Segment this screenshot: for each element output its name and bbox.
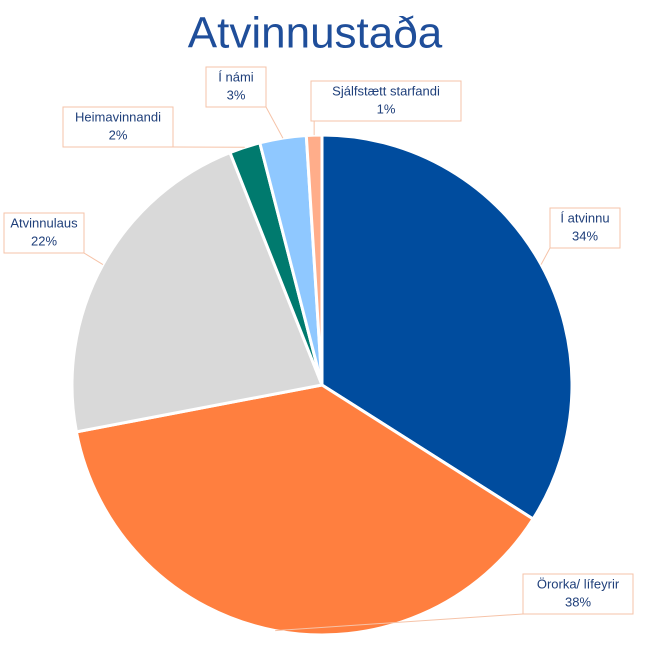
leader-line	[540, 247, 551, 265]
leader-line	[275, 613, 524, 632]
slice-value-label: 3%	[227, 87, 246, 102]
label-box	[3, 212, 85, 254]
slice-label: Heimavinnandi	[75, 109, 161, 124]
label-box	[62, 106, 174, 148]
slice-value-label: 1%	[377, 101, 396, 116]
label-box	[522, 573, 634, 615]
slice-value-label: 2%	[109, 127, 128, 142]
label-box	[310, 80, 462, 122]
slice-label: Í atvinnu	[560, 210, 609, 225]
pie-slice	[74, 383, 536, 637]
slice-label: Atvinnulaus	[10, 215, 78, 230]
slice-label: Í námi	[218, 69, 254, 84]
slice-label: Örorka/ lífeyrir	[537, 576, 620, 591]
slice-label: Sjálfstætt starfandi	[332, 83, 440, 98]
slice-value-label: 38%	[565, 594, 591, 609]
pie-slice	[70, 150, 325, 434]
slice-value-label: 22%	[31, 233, 57, 248]
chart-title: Atvinnustaða	[188, 9, 443, 58]
leader-line	[265, 106, 284, 139]
leader-line	[83, 252, 104, 265]
slice-value-label: 34%	[572, 228, 598, 243]
label-box	[549, 207, 621, 249]
label-box	[205, 66, 267, 108]
